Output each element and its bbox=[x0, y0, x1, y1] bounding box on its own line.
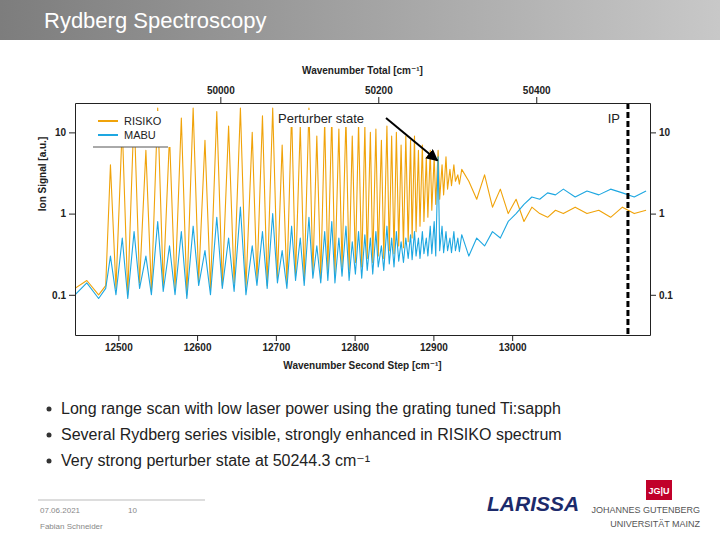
legend-label: RISIKO bbox=[124, 115, 162, 127]
annotation-text: IP bbox=[608, 111, 620, 126]
tick-mark bbox=[355, 335, 356, 341]
y-axis: 0.1 1 10 bbox=[52, 104, 75, 336]
axis-line bbox=[76, 335, 651, 336]
footer-rule bbox=[38, 500, 205, 501]
tick-mark bbox=[69, 132, 75, 133]
annotation-text: Perturber state bbox=[278, 111, 364, 126]
tick-label: 10 bbox=[659, 127, 671, 138]
x-axis: 12500 12600 12700 12800 12900 13000 bbox=[76, 335, 651, 353]
tick-label: 10 bbox=[55, 127, 67, 138]
tick-label: 50200 bbox=[365, 85, 393, 96]
tick-label: 1 bbox=[659, 208, 665, 219]
slide-title: Rydberg Spectroscopy bbox=[44, 8, 267, 33]
tick-label: 0.1 bbox=[52, 290, 66, 301]
logo-jgu-box bbox=[646, 480, 672, 500]
tick: 12500 bbox=[105, 335, 133, 353]
logo-jgu-name: UNIVERSITÄT MAINZ bbox=[610, 519, 700, 529]
tick: 13000 bbox=[499, 335, 527, 353]
plot-group bbox=[75, 103, 646, 335]
tick: 0.1 bbox=[52, 290, 75, 301]
header-bar bbox=[0, 0, 720, 40]
footer-author: Fabian Schneider bbox=[40, 522, 103, 531]
annotation-arrow bbox=[386, 118, 437, 161]
tick-mark bbox=[650, 295, 656, 296]
bullet-dot bbox=[47, 433, 52, 438]
tick-mark bbox=[650, 214, 656, 215]
logo-jgu-name: JOHANNES GUTENBERG bbox=[591, 505, 700, 515]
x2-axis-title: Wavenumber Total [cm⁻¹] bbox=[302, 65, 423, 76]
legend-swatch bbox=[98, 120, 118, 122]
legend-swatch bbox=[98, 134, 118, 136]
bullet-text: Several Rydberg series visible, strongly… bbox=[61, 426, 562, 443]
tick: 10 bbox=[650, 127, 671, 138]
tick-label: 12600 bbox=[184, 342, 212, 353]
bullet-dot bbox=[47, 459, 52, 464]
bullet-text: Long range scan with low laser power usi… bbox=[61, 400, 561, 417]
series-line bbox=[75, 157, 646, 299]
tick-mark bbox=[220, 97, 221, 103]
tick-mark bbox=[69, 214, 75, 215]
footer-page: 10 bbox=[128, 506, 137, 515]
legend: RISIKO MABU bbox=[93, 111, 173, 147]
tick: 12600 bbox=[184, 335, 212, 353]
tick-mark bbox=[118, 335, 119, 341]
ip-line bbox=[626, 103, 629, 335]
tick: 1 bbox=[650, 208, 665, 219]
tick-mark bbox=[536, 97, 537, 103]
tick-mark bbox=[650, 132, 656, 133]
tick: 12900 bbox=[420, 335, 448, 353]
tick-mark bbox=[433, 335, 434, 341]
tick: 1 bbox=[60, 208, 75, 219]
tick-mark bbox=[69, 295, 75, 296]
annotation-bg bbox=[276, 110, 386, 127]
x-axis-title: Wavenumber Second Step [cm⁻¹] bbox=[283, 360, 441, 371]
tick: 50400 bbox=[523, 85, 551, 103]
tick-label: 12500 bbox=[105, 342, 133, 353]
tick-label: 12900 bbox=[420, 342, 448, 353]
slide: Rydberg Spectroscopy 12500 12600 12700 12800… bbox=[0, 0, 720, 540]
tick-label: 0.1 bbox=[659, 290, 673, 301]
axis-line bbox=[650, 104, 651, 336]
x2-axis: 50000 50200 50400 bbox=[76, 85, 651, 104]
tick-mark bbox=[512, 335, 513, 341]
tick-label: 12800 bbox=[341, 342, 369, 353]
y-axis-title: Ion Signal [a.u.] bbox=[37, 137, 48, 211]
plot-area bbox=[75, 103, 650, 335]
tick-mark bbox=[197, 335, 198, 341]
axis-line bbox=[75, 104, 76, 336]
tick-mark bbox=[378, 97, 379, 103]
tick: 10 bbox=[55, 127, 75, 138]
y-axis-right: 0.1 1 10 bbox=[650, 104, 673, 336]
tick: 12800 bbox=[341, 335, 369, 353]
bullet-dot bbox=[47, 407, 52, 412]
tick-mark bbox=[276, 335, 277, 341]
tick: 50200 bbox=[365, 85, 393, 103]
legend-rule bbox=[93, 147, 168, 148]
tick-label: 50400 bbox=[523, 85, 551, 96]
tick: 0.1 bbox=[650, 290, 673, 301]
tick-label: 13000 bbox=[499, 342, 527, 353]
tick-label: 1 bbox=[60, 208, 66, 219]
tick: 50000 bbox=[207, 85, 235, 103]
logo-larissa: LARISSA bbox=[487, 492, 579, 515]
bullet-text: Very strong perturber state at 50244.3 c… bbox=[61, 452, 370, 469]
tick: 12700 bbox=[262, 335, 290, 353]
axis-line bbox=[76, 103, 651, 104]
logo-jgu: JG|U bbox=[648, 486, 669, 496]
legend-label: MABU bbox=[124, 129, 156, 141]
legend-box bbox=[93, 111, 173, 147]
tick-label: 50000 bbox=[207, 85, 235, 96]
tick-label: 12700 bbox=[262, 342, 290, 353]
footer-date: 07.06.2021 bbox=[40, 506, 81, 515]
